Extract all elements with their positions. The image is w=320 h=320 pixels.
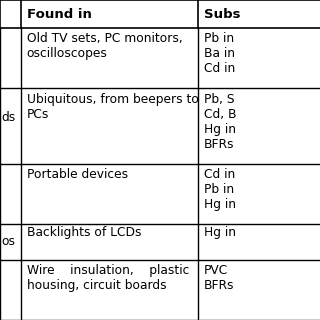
Text: Subs: Subs xyxy=(204,8,241,20)
Text: Portable devices: Portable devices xyxy=(27,168,128,181)
Bar xyxy=(0,164,320,224)
Bar xyxy=(0,28,320,88)
Bar xyxy=(0,224,320,260)
Text: PVC
BFRs: PVC BFRs xyxy=(204,264,235,292)
Text: Found in: Found in xyxy=(27,8,92,20)
Bar xyxy=(0,88,320,164)
Text: Old TV sets, PC monitors,
oscilloscopes: Old TV sets, PC monitors, oscilloscopes xyxy=(27,32,182,60)
Text: Backlights of LCDs: Backlights of LCDs xyxy=(27,226,141,239)
Text: ds: ds xyxy=(2,111,16,124)
Bar xyxy=(0,0,320,28)
Bar xyxy=(0,260,320,320)
Text: Hg in: Hg in xyxy=(204,226,236,239)
Text: Cd in
Pb in
Hg in: Cd in Pb in Hg in xyxy=(204,168,236,211)
Text: Ubiquitous, from beepers to
PCs: Ubiquitous, from beepers to PCs xyxy=(27,92,198,121)
Text: Pb in
Ba in
Cd in: Pb in Ba in Cd in xyxy=(204,32,236,75)
Text: Wire    insulation,    plastic
housing, circuit boards: Wire insulation, plastic housing, circui… xyxy=(27,264,189,292)
Text: os: os xyxy=(2,235,16,248)
Text: Pb, S
Cd, B
Hg in
BFRs: Pb, S Cd, B Hg in BFRs xyxy=(204,92,237,151)
